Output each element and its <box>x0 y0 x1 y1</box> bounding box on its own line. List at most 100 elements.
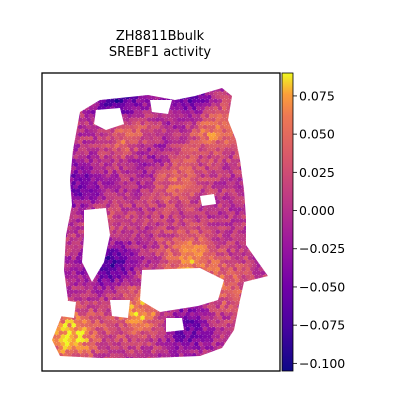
spot <box>90 319 96 325</box>
spot <box>73 296 79 302</box>
spot <box>269 181 274 186</box>
spot <box>52 237 57 242</box>
spot <box>64 251 70 257</box>
spot <box>168 356 173 358</box>
spot <box>101 353 107 358</box>
spot <box>75 180 81 186</box>
tissue-gap <box>200 194 216 206</box>
spot <box>146 132 152 137</box>
spot <box>243 293 249 298</box>
spot <box>245 184 251 190</box>
spot <box>172 102 178 108</box>
spot <box>123 91 128 96</box>
spot <box>114 225 120 231</box>
spot <box>191 150 197 156</box>
spot <box>163 132 169 137</box>
spot <box>247 158 253 164</box>
spot <box>101 270 107 276</box>
spot <box>46 203 51 208</box>
spot <box>260 180 266 186</box>
spot <box>226 255 231 261</box>
spot <box>170 180 176 186</box>
spot <box>219 132 225 137</box>
spot <box>196 255 201 261</box>
spot <box>254 296 259 302</box>
spot <box>146 169 152 175</box>
spot <box>92 188 98 194</box>
spot <box>75 106 81 111</box>
spot <box>92 143 98 149</box>
spot <box>142 169 148 175</box>
spot <box>267 341 268 347</box>
spot <box>103 319 109 325</box>
spot <box>262 326 268 332</box>
spot <box>97 106 102 111</box>
spot <box>170 210 176 216</box>
spot <box>202 132 208 137</box>
spot <box>254 237 259 242</box>
spot <box>249 304 255 310</box>
spot <box>202 244 208 250</box>
spot <box>127 263 133 268</box>
spot <box>243 330 249 336</box>
colorbar-tick-label: −0.025 <box>299 241 345 256</box>
spot <box>54 136 59 141</box>
spot <box>274 323 279 328</box>
spot <box>116 184 122 190</box>
spot <box>52 210 55 216</box>
spot <box>88 300 94 306</box>
spot <box>219 244 225 250</box>
spot <box>262 334 268 339</box>
spot <box>256 225 262 231</box>
spot <box>226 88 231 89</box>
spot <box>107 356 113 358</box>
spot <box>86 154 92 160</box>
spot <box>198 124 204 130</box>
spot <box>116 274 122 280</box>
spot <box>267 266 268 272</box>
spot <box>219 102 225 108</box>
spot <box>219 311 225 317</box>
spot <box>181 229 186 235</box>
spot <box>120 341 126 347</box>
spot <box>267 162 268 167</box>
spot <box>264 293 268 298</box>
spot <box>200 188 206 194</box>
spot <box>127 345 133 351</box>
spot <box>82 281 87 287</box>
spot <box>155 169 161 175</box>
spot <box>112 349 117 354</box>
spot <box>123 113 128 119</box>
spot <box>172 237 178 242</box>
spot <box>230 195 236 201</box>
spot <box>178 150 184 156</box>
spot <box>264 180 268 186</box>
spot <box>77 117 83 123</box>
spot <box>249 117 255 123</box>
spot <box>254 147 259 152</box>
spot <box>264 240 268 246</box>
spot <box>64 88 70 93</box>
spot <box>127 278 133 283</box>
spot <box>114 128 120 134</box>
spot <box>258 139 264 145</box>
spot <box>97 195 102 201</box>
spot <box>123 285 128 291</box>
spot <box>133 124 139 130</box>
spot <box>159 169 165 175</box>
spot <box>86 334 92 339</box>
spot <box>60 199 66 205</box>
spot <box>54 143 59 149</box>
spot <box>140 143 145 149</box>
spot <box>80 173 85 179</box>
spot <box>60 94 66 100</box>
spot <box>170 88 176 89</box>
spot <box>185 147 191 152</box>
spot <box>258 274 264 280</box>
spot <box>271 297 276 302</box>
spot <box>168 147 173 152</box>
spot <box>258 117 264 123</box>
spot <box>52 94 57 100</box>
spot <box>249 356 255 358</box>
spot <box>129 334 135 339</box>
